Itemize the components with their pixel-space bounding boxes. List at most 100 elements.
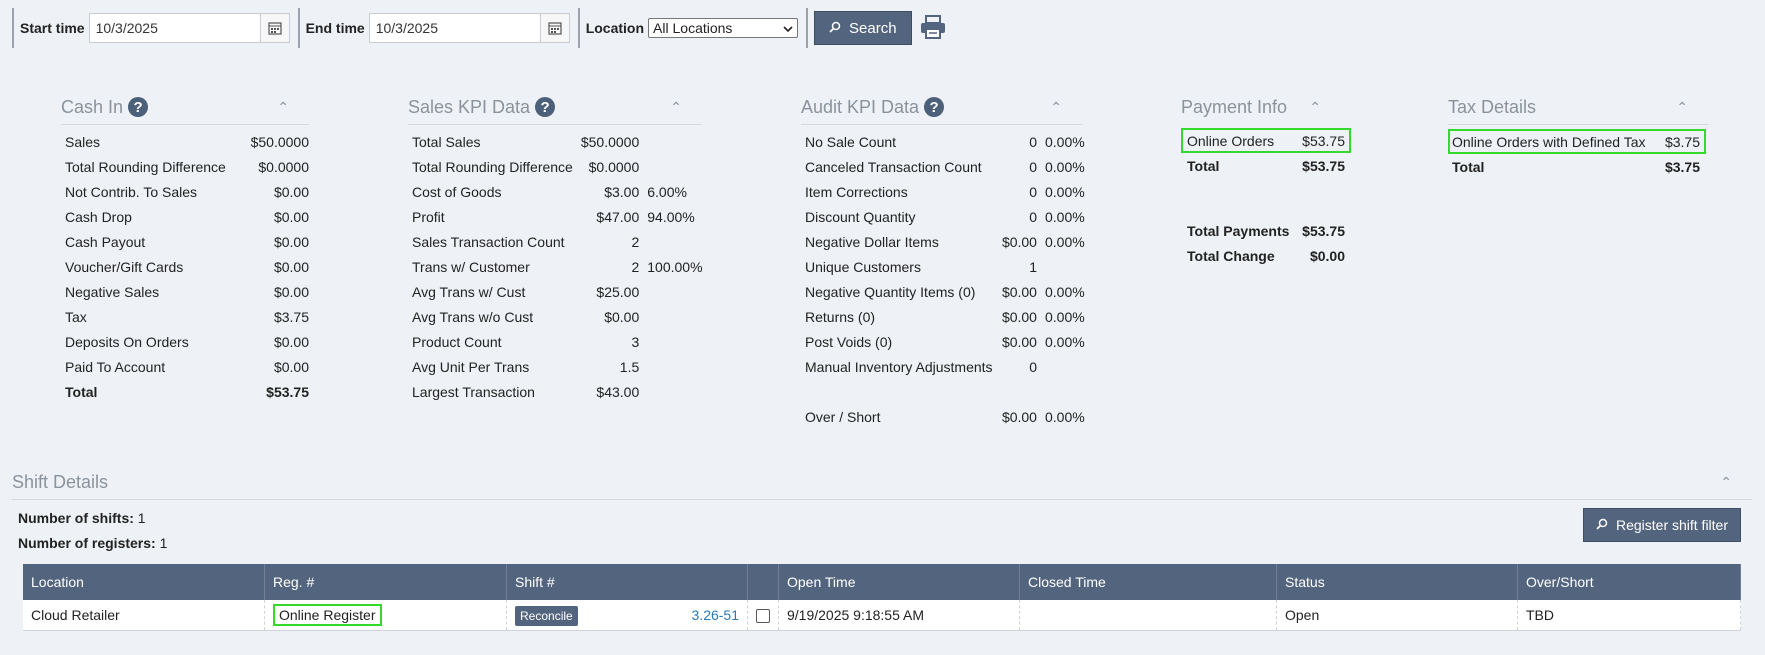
payment-info-title: Payment Info [1181,96,1288,117]
end-time-value[interactable]: 10/3/2025 [375,20,438,36]
row-value: 0 [1029,208,1037,225]
row-value: $0.00 [273,183,309,200]
row-label: Not Contrib. To Sales [65,183,198,200]
row-value: $0.0000 [588,158,640,175]
row-label: Sales [65,133,101,150]
audit-kpi-title: Audit KPI Data [801,96,920,117]
shift-table: Location Reg. # Shift # Open Time Closed… [23,564,1741,631]
table-row: Cloud Retailer Online Register Reconcile… [23,600,1741,631]
table-row: No Sale Count 0 0.00% [805,129,1085,154]
row-label: Voucher/Gift Cards [65,258,184,275]
total-payments-label: Total Payments [1187,222,1290,239]
register-count-label: Number of registers: [18,535,156,551]
table-row: Tax $3.75 [65,304,309,329]
collapse-icon[interactable]: ⌃ [277,98,289,115]
row-value: $53.75 [1302,132,1345,149]
total-row: Total $53.75 [65,379,309,404]
row-percent [639,229,702,254]
total-payments-value: $53.75 [1302,222,1345,239]
shift-link[interactable]: 3.26-51 [691,607,739,623]
table-row: Negative Dollar Items $0.00 0.00% [805,229,1085,254]
row-value: $47.00 [596,208,640,225]
calendar-icon[interactable] [539,14,569,42]
collapse-icon[interactable]: ⌃ [1676,98,1688,115]
collapse-icon[interactable]: ⌃ [1720,473,1732,490]
row-value: $0.00 [1001,308,1037,325]
row-value: 2 [631,233,640,250]
tax-details-panel: Tax Details ⌃ Online Orders with Defined… [1448,90,1708,179]
help-icon[interactable]: ? [535,97,556,117]
end-time-field[interactable]: 10/3/2025 [368,13,570,43]
row-label: Sales Transaction Count [412,233,565,250]
row-value: 0 [1029,158,1037,175]
row-percent: 0.00% [1044,233,1085,250]
table-row: Not Contrib. To Sales $0.00 [65,179,309,204]
printer-icon[interactable] [920,14,946,42]
table-row: Voucher/Gift Cards $0.00 [65,254,309,279]
row-value: $0.00 [1001,283,1037,300]
row-label: Negative Dollar Items [805,233,939,250]
calendar-icon[interactable] [259,14,289,42]
cell-register: Online Register [273,604,382,626]
collapse-icon[interactable]: ⌃ [1309,98,1321,115]
table-row: Avg Trans w/o Cust $0.00 [412,304,703,329]
row-label: Product Count [412,333,502,350]
row-percent: 0.00% [1044,333,1085,350]
row-label: Total Rounding Difference [65,158,226,175]
row-label: Discount Quantity [805,208,916,225]
table-row: Negative Sales $0.00 [65,279,309,304]
start-time-field[interactable]: 10/3/2025 [88,13,290,43]
table-row: Item Corrections 0 0.00% [805,179,1085,204]
col-location[interactable]: Location [23,564,265,600]
shift-count-label: Number of shifts: [18,510,134,526]
row-percent: 0.00% [1044,208,1085,225]
table-row: Returns (0) $0.00 0.00% [805,304,1085,329]
col-register[interactable]: Reg. # [264,564,507,600]
audit-kpi-panel: Audit KPI Data? ⌃ No Sale Count 0 0.00% Ca… [801,90,1085,429]
col-shift[interactable]: Shift # [506,564,748,600]
table-row: Trans w/ Customer 2 100.00% [412,254,703,279]
row-label: Unique Customers [805,258,921,275]
cash-in-panel: Cash In? ⌃ Sales $50.0000 Total Rounding … [61,90,309,404]
row-value: $0.00 [604,308,640,325]
col-open-time[interactable]: Open Time [778,564,1020,600]
col-closed-time[interactable]: Closed Time [1019,564,1277,600]
register-shift-filter-button[interactable]: Register shift filter [1583,508,1741,542]
row-value: $3.00 [604,183,640,200]
row-checkbox[interactable] [756,609,770,624]
col-over-short[interactable]: Over/Short [1517,564,1741,600]
row-label: Online Orders with Defined Tax [1452,133,1646,150]
total-row: Total $53.75 [1181,153,1351,178]
register-shift-filter-label: Register shift filter [1615,517,1729,533]
register-count-value: 1 [159,535,168,551]
collapse-icon[interactable]: ⌃ [670,98,682,115]
shift-count: Number of shifts: 1 [18,510,146,526]
row-label: Over / Short [805,408,881,425]
row-percent: 0.00% [1044,308,1085,325]
row-value: $43.00 [596,383,640,400]
help-icon[interactable]: ? [128,97,149,117]
location-select[interactable]: All Locations [648,18,799,38]
row-value: $25.00 [596,283,640,300]
cell-status: Open [1276,600,1518,631]
row-value: $0.00 [273,283,309,300]
row-percent [639,354,702,379]
row-label: Avg Trans w/ Cust [412,283,526,300]
row-label: Canceled Transaction Count [805,158,982,175]
audit-kpi-table: No Sale Count 0 0.00% Canceled Transaction… [805,129,1085,429]
row-value: $50.0000 [250,133,309,150]
row-value: $0.00 [273,333,309,350]
search-button[interactable]: Search [814,11,912,45]
row-percent [639,129,702,154]
chevron-down-icon [783,20,793,36]
reconcile-button[interactable]: Reconcile [515,606,578,626]
collapse-icon[interactable]: ⌃ [1050,98,1062,115]
start-time-value[interactable]: 10/3/2025 [95,20,158,36]
table-row: Avg Unit Per Trans 1.5 [412,354,703,379]
total-change-row: Total Change $0.00 [1181,243,1351,268]
row-value: $0.00 [1001,408,1037,425]
row-percent [639,154,702,179]
row-percent: 100.00% [647,258,703,275]
col-status[interactable]: Status [1276,564,1518,600]
help-icon[interactable]: ? [924,97,945,117]
